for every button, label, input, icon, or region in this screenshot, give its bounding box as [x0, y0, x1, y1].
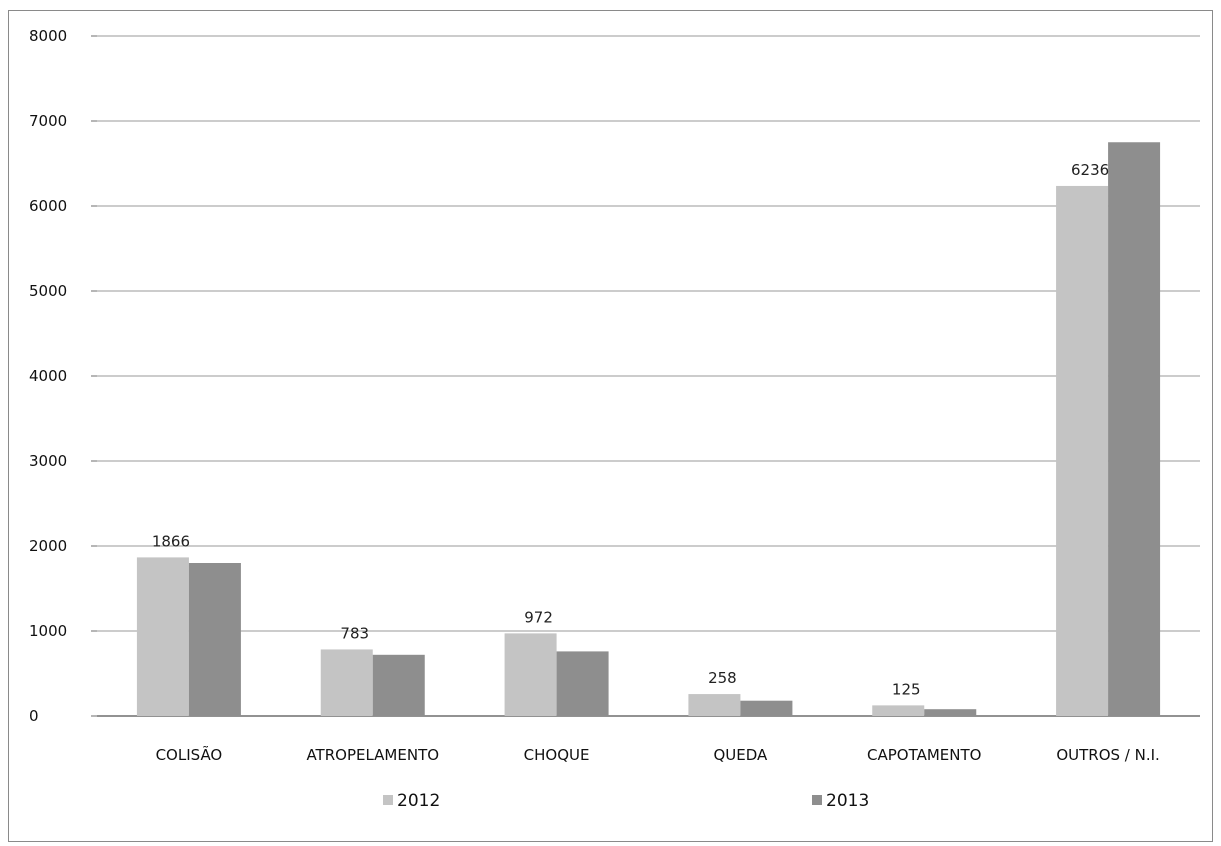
bar-2013-4 [740, 700, 793, 716]
data-label: 6236 [1071, 161, 1109, 179]
x-tick-label: COLISÃO [156, 745, 223, 764]
legend-label: 2012 [397, 791, 440, 811]
y-tick-label: 3000 [29, 452, 67, 470]
x-tick-label: CHOQUE [524, 746, 590, 764]
y-axis: 0 1000 2000 3000 4000 5000 6000 7000 8000 [29, 27, 97, 725]
gridlines [97, 35, 1200, 717]
y-tick-label: 5000 [29, 282, 67, 300]
bar-2013-6 [1108, 142, 1161, 716]
bar-2013-3 [556, 651, 609, 716]
y-tick-label: 1000 [29, 622, 67, 640]
x-tick-label: OUTROS / N.I. [1056, 746, 1159, 764]
data-label: 1866 [152, 532, 190, 550]
y-tick-label: 4000 [29, 367, 67, 385]
bar-2012-2 [320, 649, 373, 716]
y-tick-label: 8000 [29, 27, 67, 45]
legend-label: 2013 [826, 791, 869, 811]
bar-2012-3 [504, 633, 557, 716]
x-tick-label: CAPOTAMENTO [867, 746, 981, 764]
data-label: 783 [340, 624, 369, 642]
bar-2012-1 [136, 557, 189, 716]
x-axis: COLISÃO ATROPELAMENTO CHOQUE QUEDA CAPOTAMEN… [156, 745, 1160, 764]
y-tick-label: 0 [29, 707, 39, 725]
legend-swatch [383, 795, 393, 805]
x-tick-label: QUEDA [714, 746, 769, 764]
legend-swatch [812, 795, 822, 805]
data-label: 972 [524, 608, 553, 626]
bars [136, 142, 1161, 716]
bar-2013-1 [188, 563, 241, 716]
data-labels: 1866 783 972 258 125 6236 [152, 161, 1109, 698]
x-tick-label: ATROPELAMENTO [306, 746, 439, 764]
y-tick-label: 6000 [29, 197, 67, 215]
data-label: 125 [892, 680, 921, 698]
bar-2013-5 [924, 709, 977, 716]
data-label: 258 [708, 669, 737, 687]
bar-2012-6 [1056, 185, 1109, 716]
y-tick-label: 7000 [29, 112, 67, 130]
legend: 2012 2013 [383, 791, 869, 811]
bar-2013-2 [372, 654, 425, 716]
y-tick-label: 2000 [29, 537, 67, 555]
bar-2012-4 [688, 694, 741, 716]
bar-2012-5 [872, 705, 925, 716]
